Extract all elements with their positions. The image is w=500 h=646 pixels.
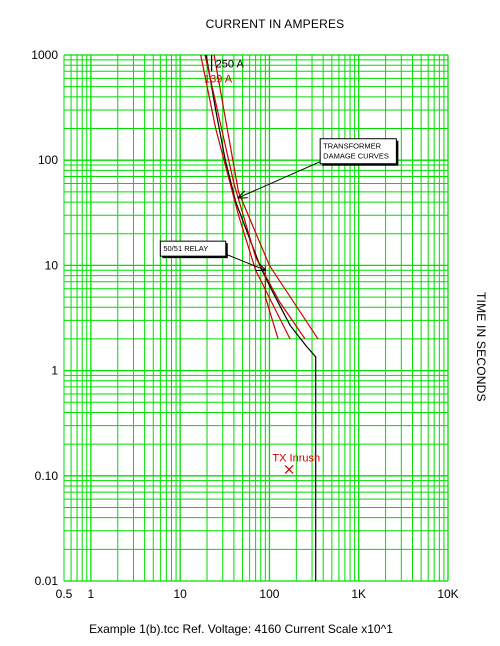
curve-2 xyxy=(200,54,291,340)
y-tick-label: 1 xyxy=(51,364,58,378)
callout-text: 50/51 RELAY xyxy=(163,244,208,253)
annotation-label: TX Inrush xyxy=(272,452,320,464)
x-tick-label: 1 xyxy=(88,587,95,601)
x-axis-title: CURRENT IN AMPERES xyxy=(205,17,345,31)
y-tick-label: 1000 xyxy=(31,48,58,62)
callout-1: 50/51 RELAY xyxy=(159,240,266,270)
annotation-label: 250 A xyxy=(216,59,245,71)
callout-box xyxy=(319,138,397,165)
annotation-label: 139 A xyxy=(204,73,233,85)
callout-box xyxy=(159,240,227,257)
curve-4 xyxy=(213,54,319,340)
x-tick-label: 10 xyxy=(173,587,187,601)
callout-arrow xyxy=(238,161,321,198)
inrush-x-stroke xyxy=(284,464,294,474)
chart-tick-labels: 0.5 1 10 100 1K 10K 1000 100 10 1 0.10 0.01 xyxy=(31,48,458,601)
y-tick-label: 100 xyxy=(38,153,58,167)
callout-text: TRANSFORMER xyxy=(323,142,382,151)
chart-series xyxy=(200,54,319,581)
callout-text: DAMAGE CURVES xyxy=(323,152,389,161)
y-tick-label: 10 xyxy=(45,258,59,272)
x-tick-label: 1K xyxy=(351,587,366,601)
x-tick-label: 10K xyxy=(437,587,458,601)
chart-footer: Example 1(b).tcc Ref. Voltage: 4160 Curr… xyxy=(89,622,393,636)
y-tick-label: 0.01 xyxy=(35,574,59,588)
x-tick-label: 100 xyxy=(259,587,279,601)
callout-arrow xyxy=(225,253,266,270)
chart-grid xyxy=(63,54,449,582)
inrush-point-marker xyxy=(284,464,294,474)
y-tick-label: 0.10 xyxy=(35,469,59,483)
x-tick-label: 0.5 xyxy=(56,587,73,601)
y-axis-title: TIME IN SECONDS xyxy=(474,292,488,402)
curve-5 xyxy=(264,265,279,340)
curve-3 xyxy=(204,54,306,340)
